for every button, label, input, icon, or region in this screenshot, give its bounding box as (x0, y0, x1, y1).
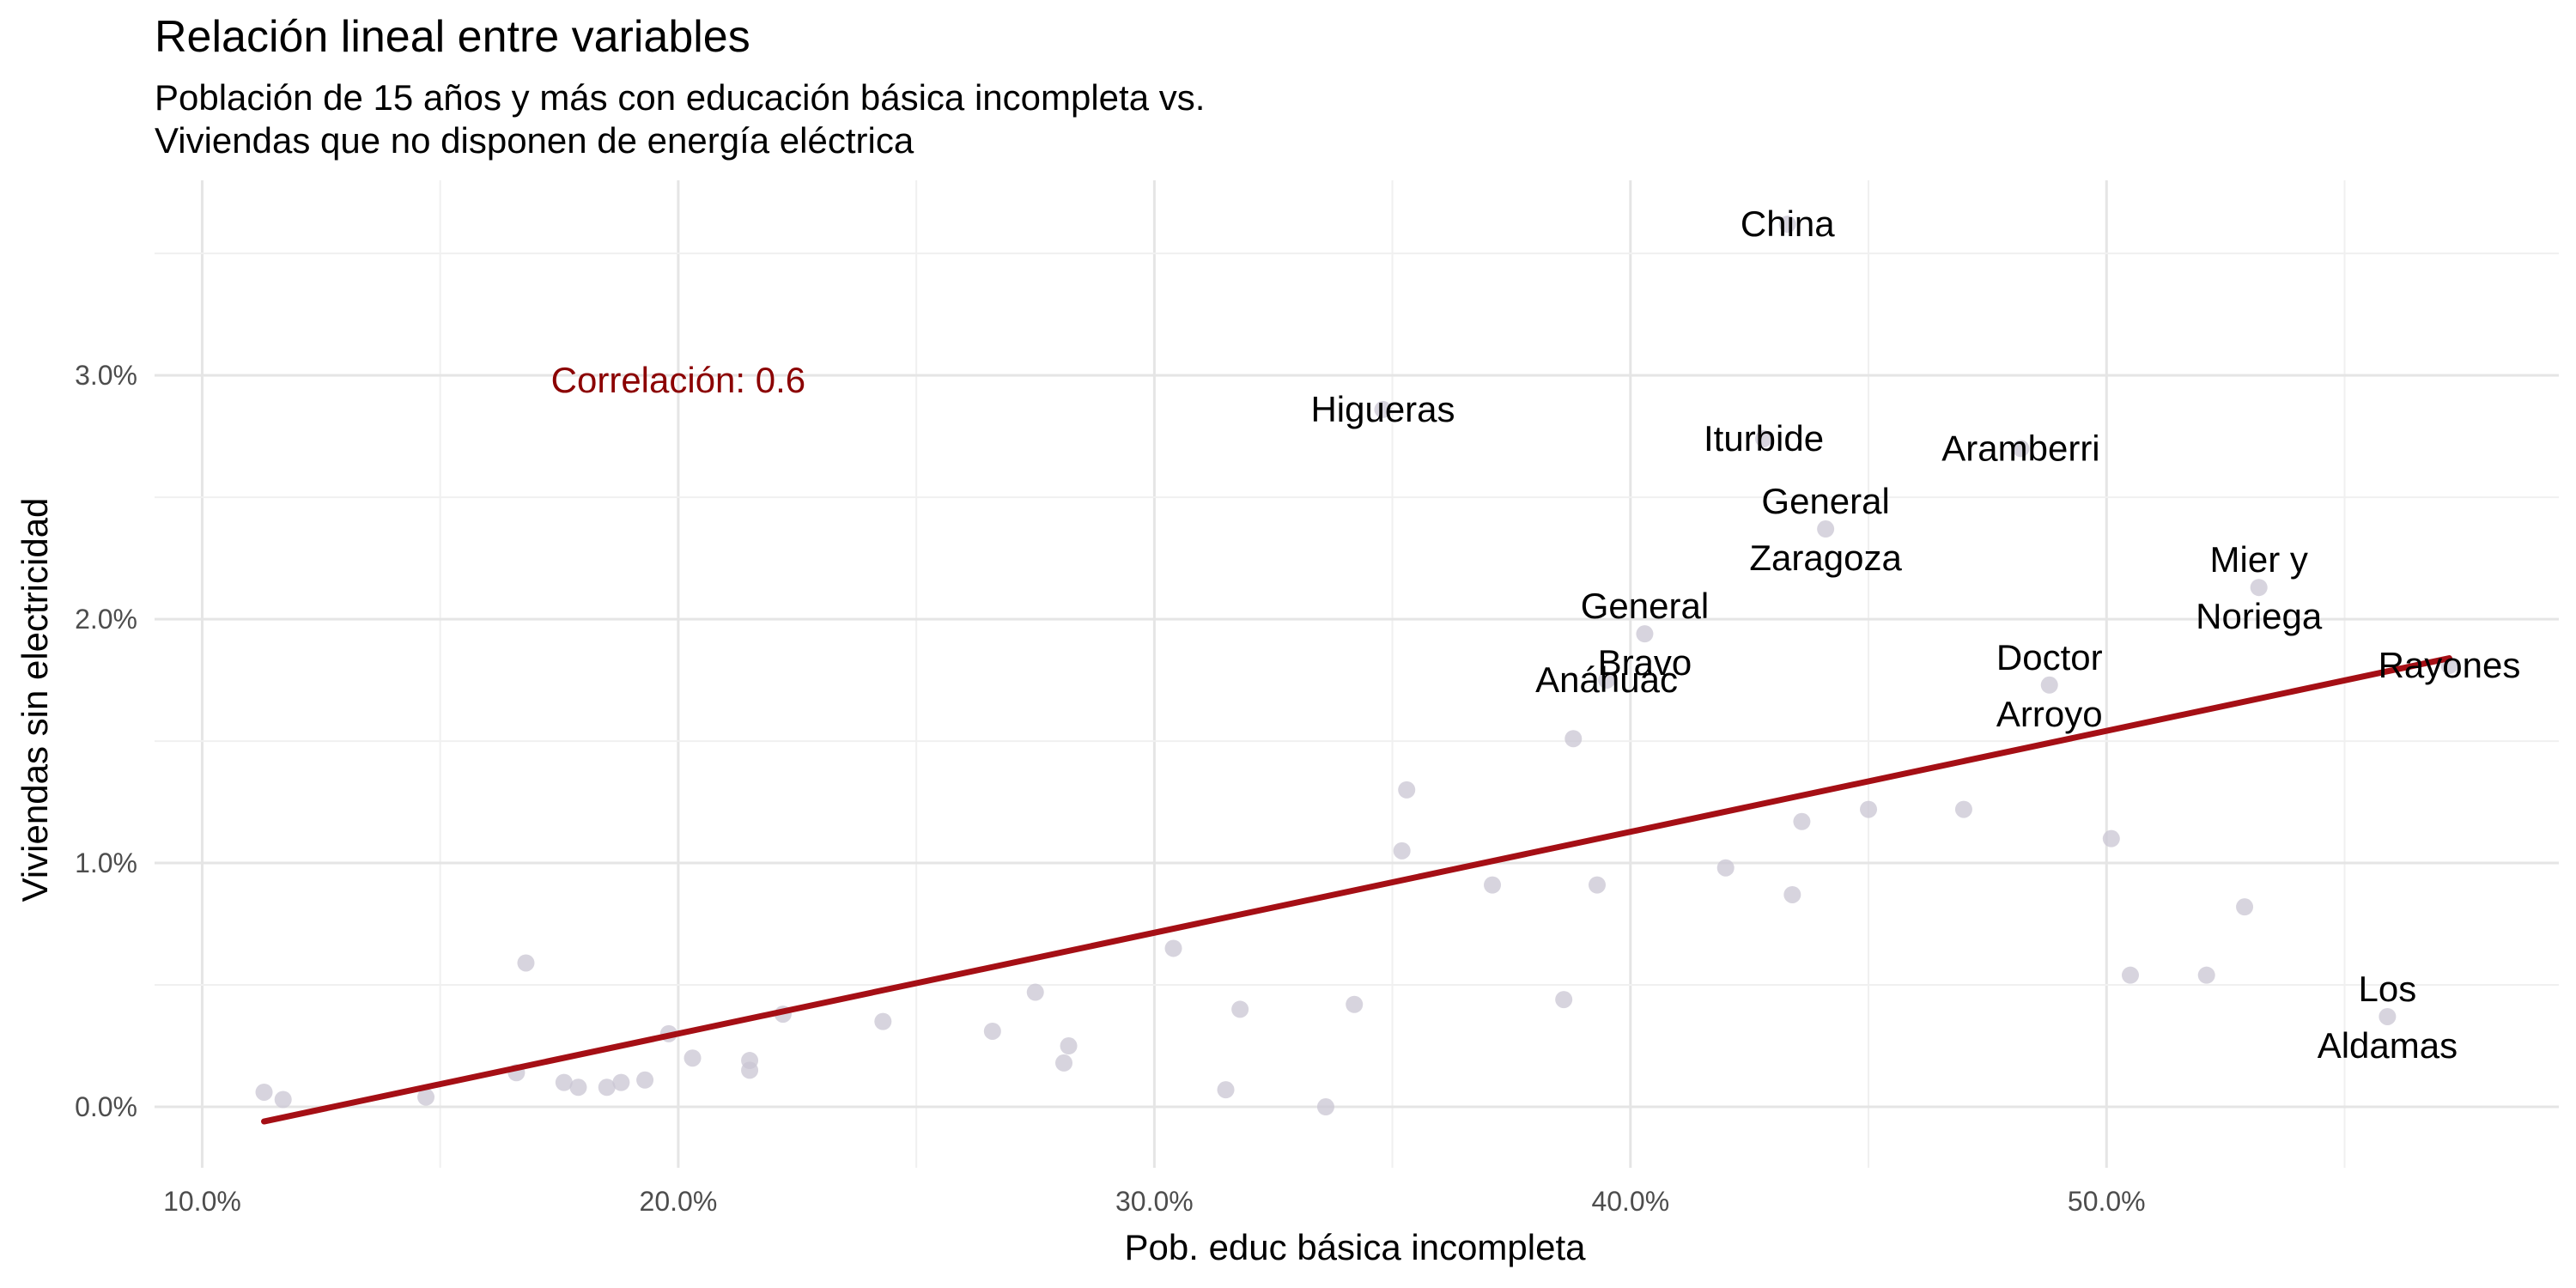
point-label: General (1581, 586, 1709, 626)
point-label: Los (2359, 969, 2417, 1009)
data-point (2379, 1007, 2397, 1025)
data-point (274, 1091, 292, 1109)
point-label: Aldamas (2318, 1025, 2458, 1066)
x-tick-label: 50.0% (2068, 1186, 2146, 1217)
y-axis-ticks: 0.0% 1.0% 2.0% 3.0% (75, 360, 137, 1122)
data-point (1716, 859, 1735, 877)
grid (155, 180, 2559, 1168)
data-points (255, 216, 2458, 1116)
data-point (1055, 1054, 1073, 1072)
data-point (683, 1049, 702, 1067)
data-point (1393, 841, 1411, 860)
data-point (1636, 625, 1654, 643)
y-tick-label: 2.0% (75, 604, 137, 635)
data-point (636, 1071, 654, 1089)
data-point (417, 1088, 435, 1106)
point-label: Arroyo (1996, 694, 2103, 734)
data-point (1398, 781, 1416, 799)
x-tick-label: 40.0% (1591, 1186, 1669, 1217)
point-label: General (1761, 481, 1889, 521)
data-point (2236, 898, 2254, 916)
regression-line (261, 655, 2452, 1125)
chart-subtitle-line-1: Población de 15 años y más con educación… (155, 77, 1205, 118)
point-label: Mier y (2210, 539, 2308, 580)
data-point (1778, 216, 1796, 234)
data-point (1589, 876, 1606, 894)
data-point (2250, 579, 2268, 597)
data-point (1817, 520, 1835, 538)
data-point (1346, 995, 1364, 1013)
point-label: Iturbide (1704, 418, 1824, 459)
x-tick-label: 20.0% (640, 1186, 718, 1217)
data-point (255, 1083, 273, 1101)
point-label: Bravo (1598, 642, 1692, 683)
x-axis-title: Pob. educ básica incompleta (1125, 1227, 1587, 1267)
point-label: Doctor (1996, 637, 2103, 677)
data-point (1755, 429, 1773, 447)
data-point (2012, 440, 2030, 458)
point-label: Aramberri (1941, 428, 2099, 468)
x-axis-ticks: 10.0% 20.0% 30.0% 40.0% 50.0% (163, 1186, 2146, 1217)
data-point (555, 1073, 573, 1091)
data-point (983, 1022, 1001, 1040)
regression-line-group (261, 655, 2452, 1125)
data-point (2121, 966, 2139, 984)
data-point (1164, 939, 1182, 957)
data-point (2102, 829, 2120, 848)
point-label: Noriega (2196, 596, 2323, 636)
y-tick-label: 3.0% (75, 360, 137, 391)
data-point (1060, 1037, 1078, 1055)
data-point (874, 1012, 892, 1030)
data-point (1484, 876, 1502, 894)
point-label: Higueras (1310, 389, 1455, 429)
data-point (1793, 812, 1811, 830)
y-axis-title: Viviendas sin electricidad (15, 498, 55, 902)
data-point (2040, 676, 2058, 694)
data-point (2197, 966, 2215, 984)
data-point (1231, 1000, 1249, 1018)
chart-title: Relación lineal entre variables (155, 12, 750, 62)
x-tick-label: 30.0% (1115, 1186, 1194, 1217)
point-labels: China Higueras Iturbide Aramberri General Zar… (1310, 204, 2520, 1066)
data-point (1783, 885, 1801, 903)
data-point (1598, 671, 1616, 690)
data-point (1954, 800, 1972, 818)
data-point (1374, 400, 1392, 418)
data-point (741, 1061, 759, 1079)
data-point (569, 1078, 587, 1097)
y-tick-label: 1.0% (75, 848, 137, 878)
data-point (598, 1078, 616, 1097)
correlation-annotation: Correlación: 0.6 (551, 360, 805, 400)
data-point (1555, 991, 1573, 1009)
data-point (517, 954, 535, 972)
point-label: Rayones (2379, 645, 2521, 685)
data-point (612, 1073, 630, 1091)
point-label: Anáhuac (1535, 659, 1678, 700)
data-point (1316, 1098, 1334, 1116)
point-label: Zaragoza (1749, 538, 1902, 578)
chart-subtitle-line-2: Viviendas que no disponen de energía elé… (155, 120, 914, 161)
point-label: China (1741, 204, 1835, 244)
x-tick-label: 10.0% (163, 1186, 241, 1217)
data-point (1217, 1081, 1235, 1099)
data-point (1564, 730, 1583, 748)
data-point (1860, 800, 1878, 818)
data-point (1026, 983, 1044, 1001)
y-tick-label: 0.0% (75, 1091, 137, 1122)
